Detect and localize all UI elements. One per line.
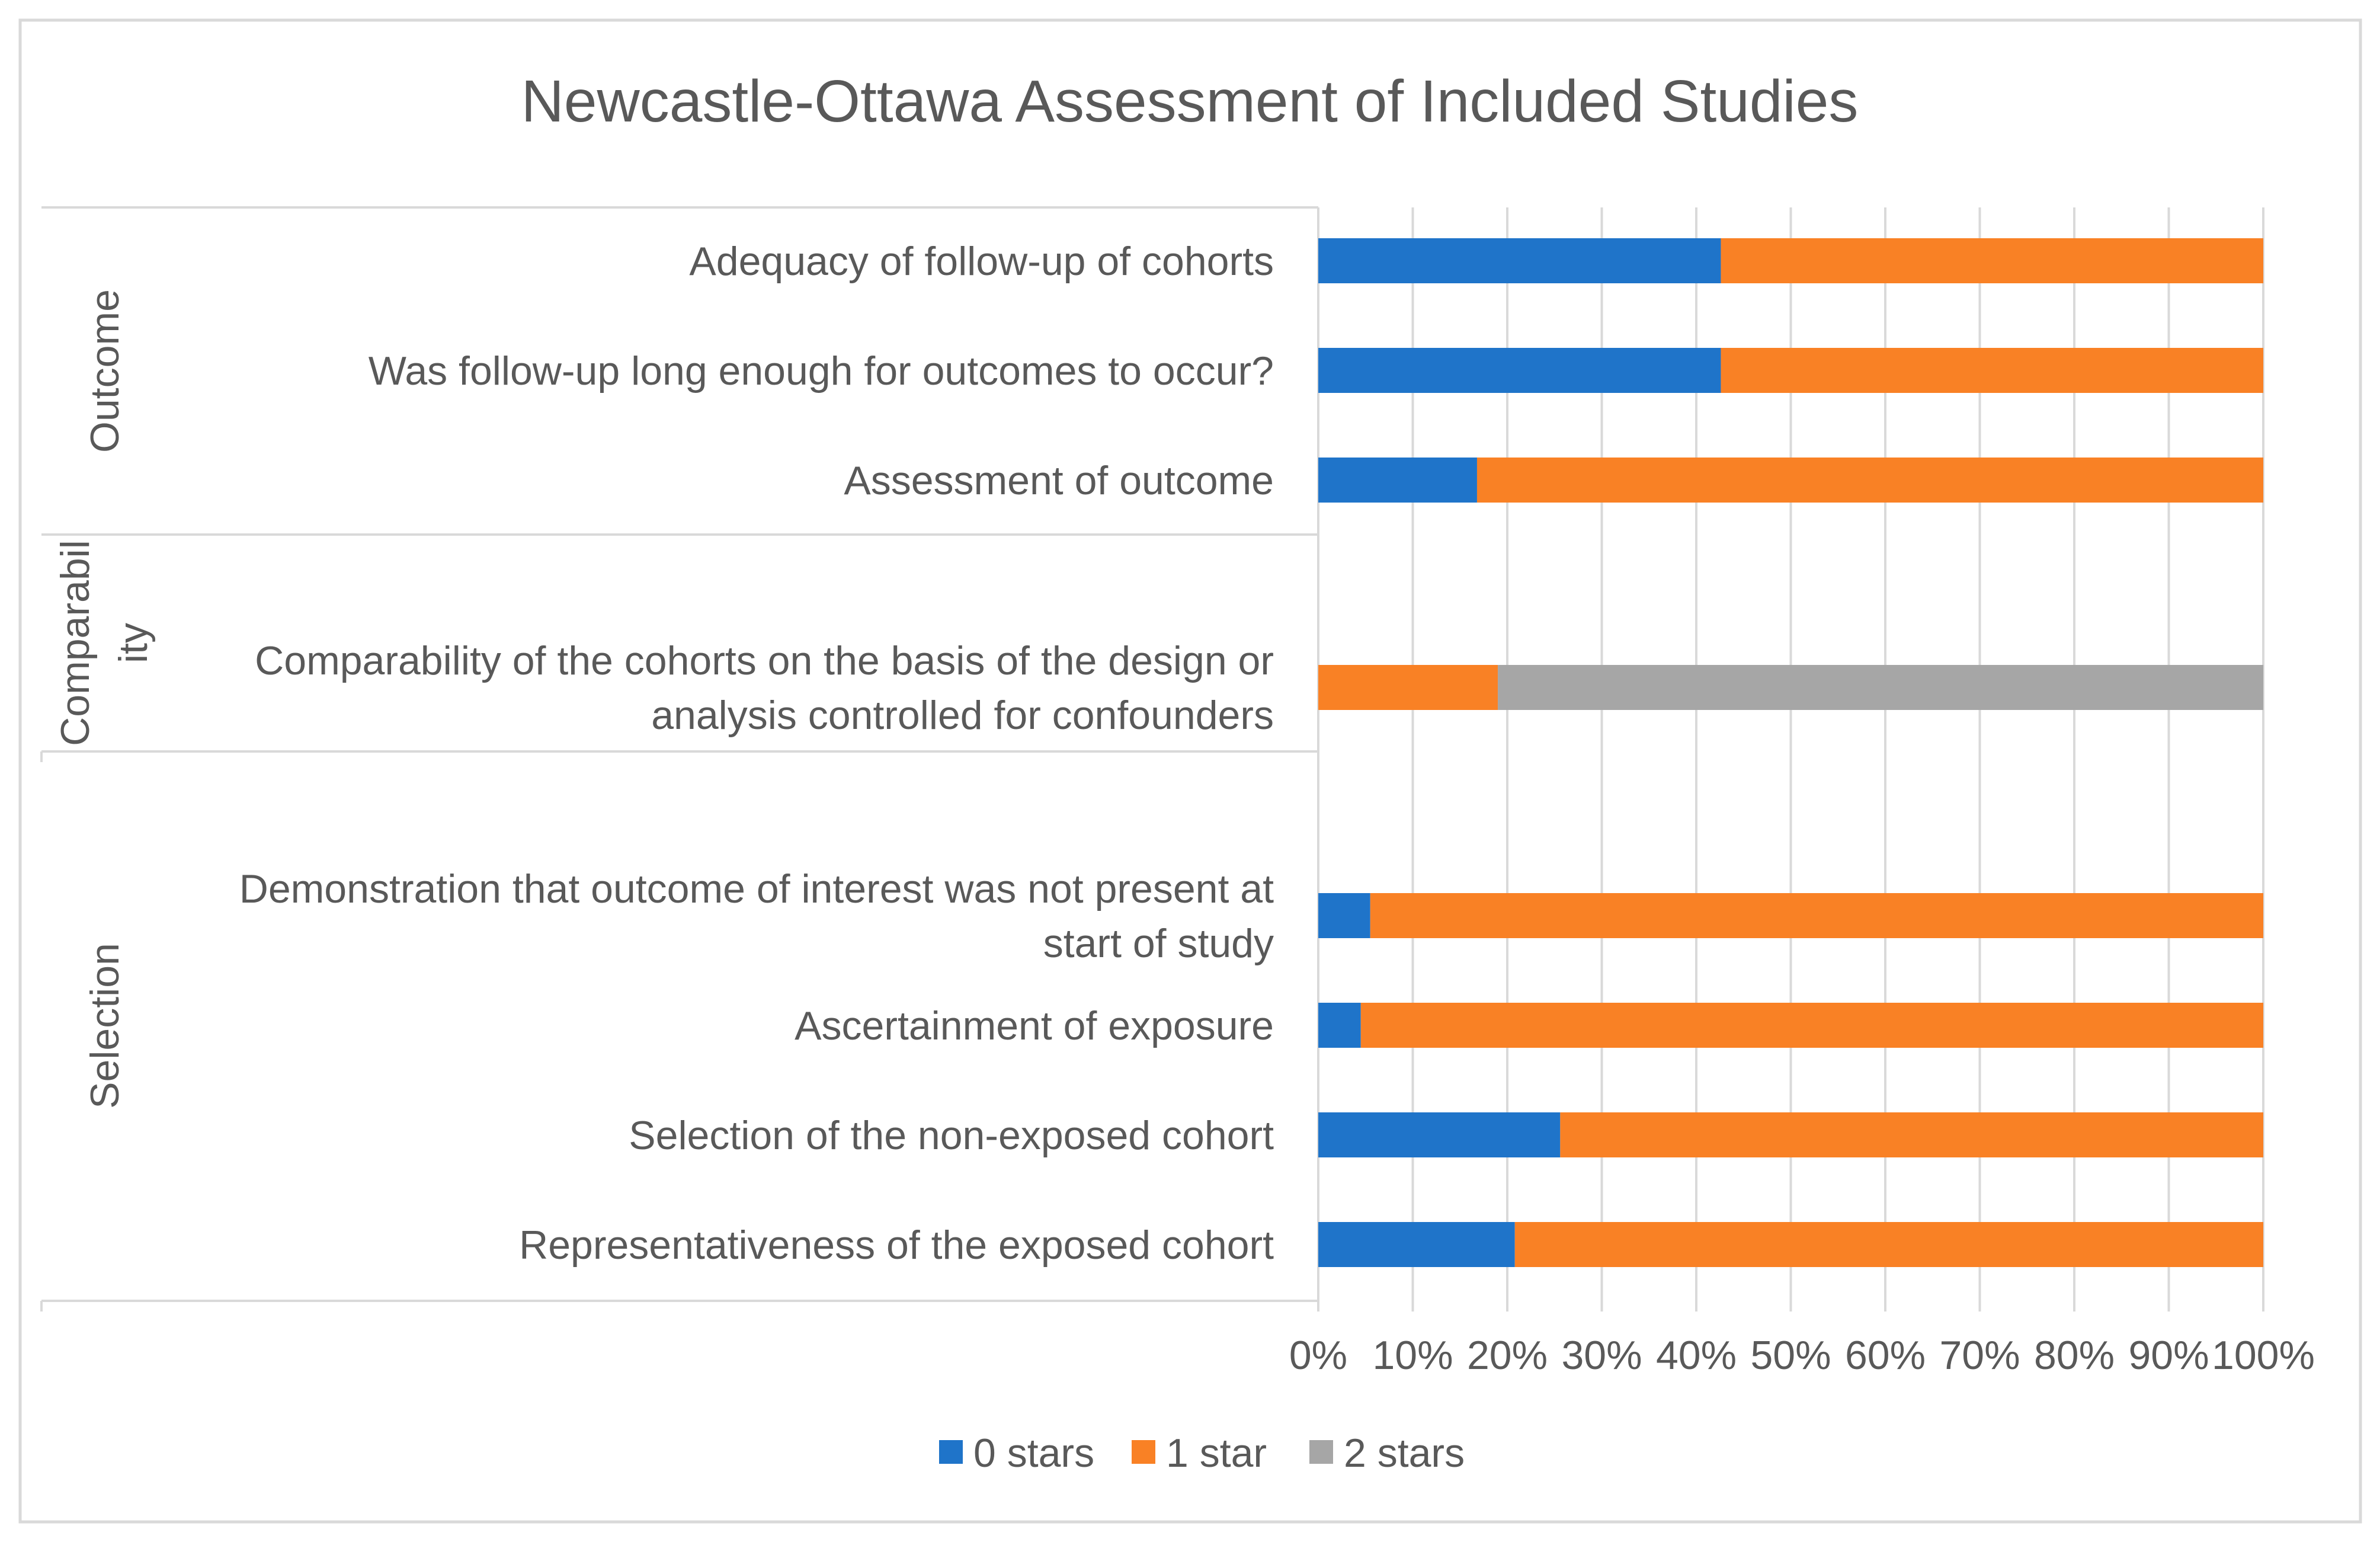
x-tick-label-20: 20% — [1467, 1333, 1548, 1378]
legend-label-1-star: 1 star — [1166, 1431, 1267, 1476]
group-label-selection: Selection — [82, 943, 127, 1109]
bar-1-star-adequacy-of-follow-up-of-cohorts — [1721, 238, 2263, 283]
bar-1-star-ascertainment-of-exposure — [1360, 1003, 2263, 1048]
x-tick-label-40: 40% — [1656, 1333, 1737, 1378]
legend-swatch-2-stars — [1309, 1440, 1333, 1464]
bar-0-stars-was-follow-up-long-enough-for-outcomes-to-occur — [1318, 348, 1721, 393]
bar-1-star-selection-of-the-non-exposed-cohort — [1560, 1112, 2263, 1157]
bar-1-star-demonstration-that-outcome-of-interest-was-not-present-at-start-of-study — [1370, 893, 2263, 938]
bar-0-stars-selection-of-the-non-exposed-cohort — [1318, 1112, 1561, 1157]
legend-label-2-stars: 2 stars — [1344, 1431, 1465, 1476]
bar-2-stars-comparability-of-the-cohorts-on-the-basis-of-the-design-or-analysis-controlled-for-confounders — [1498, 665, 2263, 710]
category-label-selection-of-the-non-exposed-cohort: Selection of the non-exposed cohort — [629, 1113, 1274, 1158]
category-label-comparability-of-the-cohorts-on-the-basis-of-the-design-or-line-2: analysis controlled for confounders — [651, 693, 1274, 738]
x-tick-label-70: 70% — [1939, 1333, 2020, 1378]
chart-title: Newcastle-Ottawa Assessment of Included … — [521, 68, 1859, 135]
bar-0-stars-assessment-of-outcome — [1318, 458, 1477, 503]
group-labels: Outcome Comparabil ity Selection — [53, 289, 156, 1109]
bar-1-star-assessment-of-outcome — [1476, 458, 2263, 503]
category-labels: Adequacy of follow-up of cohorts Was foll… — [239, 239, 1274, 1268]
category-label-assessment-of-outcome: Assessment of outcome — [844, 458, 1274, 503]
x-tick-label-90: 90% — [2128, 1333, 2209, 1378]
group-label-outcome: Outcome — [82, 289, 127, 453]
category-label-demonstration-that-outcome-of-interest-was-not-present-at-line-1: Demonstration that outcome of interest w… — [239, 866, 1274, 911]
bars — [1318, 238, 2263, 1267]
x-tick-label-50: 50% — [1750, 1333, 1831, 1378]
x-tick-label-80: 80% — [2034, 1333, 2115, 1378]
x-axis-ticks: 0% 10% 20% 30% 40% 50% 60% 70% 80% 90% 100% — [1289, 1301, 2315, 1378]
group-label-comparability-line-1: Comparabil — [53, 540, 98, 746]
x-tick-label-60: 60% — [1845, 1333, 1926, 1378]
category-label-ascertainment-of-exposure: Ascertainment of exposure — [795, 1003, 1274, 1048]
x-tick-label-0: 0% — [1289, 1333, 1347, 1378]
bar-1-star-representativeness-of-the-exposed-cohort — [1514, 1222, 2263, 1267]
bar-0-stars-adequacy-of-follow-up-of-cohorts — [1318, 238, 1721, 283]
group-label-comparability-line-2: ity — [111, 623, 156, 663]
category-label-was-follow-up-long-enough-for-outcomes-to-occur: Was follow-up long enough for outcomes t… — [369, 348, 1274, 394]
bar-1-star-was-follow-up-long-enough-for-outcomes-to-occur — [1721, 348, 2263, 393]
bar-0-stars-demonstration-that-outcome-of-interest-was-not-present-at-start-of-study — [1318, 893, 1370, 938]
x-tick-label-10: 10% — [1372, 1333, 1453, 1378]
category-label-adequacy-of-follow-up-of-cohorts: Adequacy of follow-up of cohorts — [689, 239, 1274, 284]
legend: 0 stars 1 star 2 stars — [939, 1431, 1465, 1476]
bar-1-star-comparability-of-the-cohorts-on-the-basis-of-the-design-or-analysis-controlled-for-confounders — [1318, 665, 1498, 710]
x-tick-label-100: 100% — [2212, 1333, 2315, 1378]
bar-0-stars-ascertainment-of-exposure — [1318, 1003, 1361, 1048]
legend-swatch-0-stars — [939, 1440, 963, 1464]
category-label-comparability-of-the-cohorts-on-the-basis-of-the-design-or-line-1: Comparability of the cohorts on the basi… — [255, 638, 1274, 683]
legend-label-0-stars: 0 stars — [973, 1431, 1094, 1476]
bar-0-stars-representativeness-of-the-exposed-cohort — [1318, 1222, 1515, 1267]
legend-swatch-1-star — [1132, 1440, 1155, 1464]
category-label-representativeness-of-the-exposed-cohort: Representativeness of the exposed cohort — [519, 1223, 1274, 1268]
category-label-demonstration-that-outcome-of-interest-was-not-present-at-line-2: start of study — [1043, 921, 1274, 966]
x-tick-label-30: 30% — [1561, 1333, 1642, 1378]
